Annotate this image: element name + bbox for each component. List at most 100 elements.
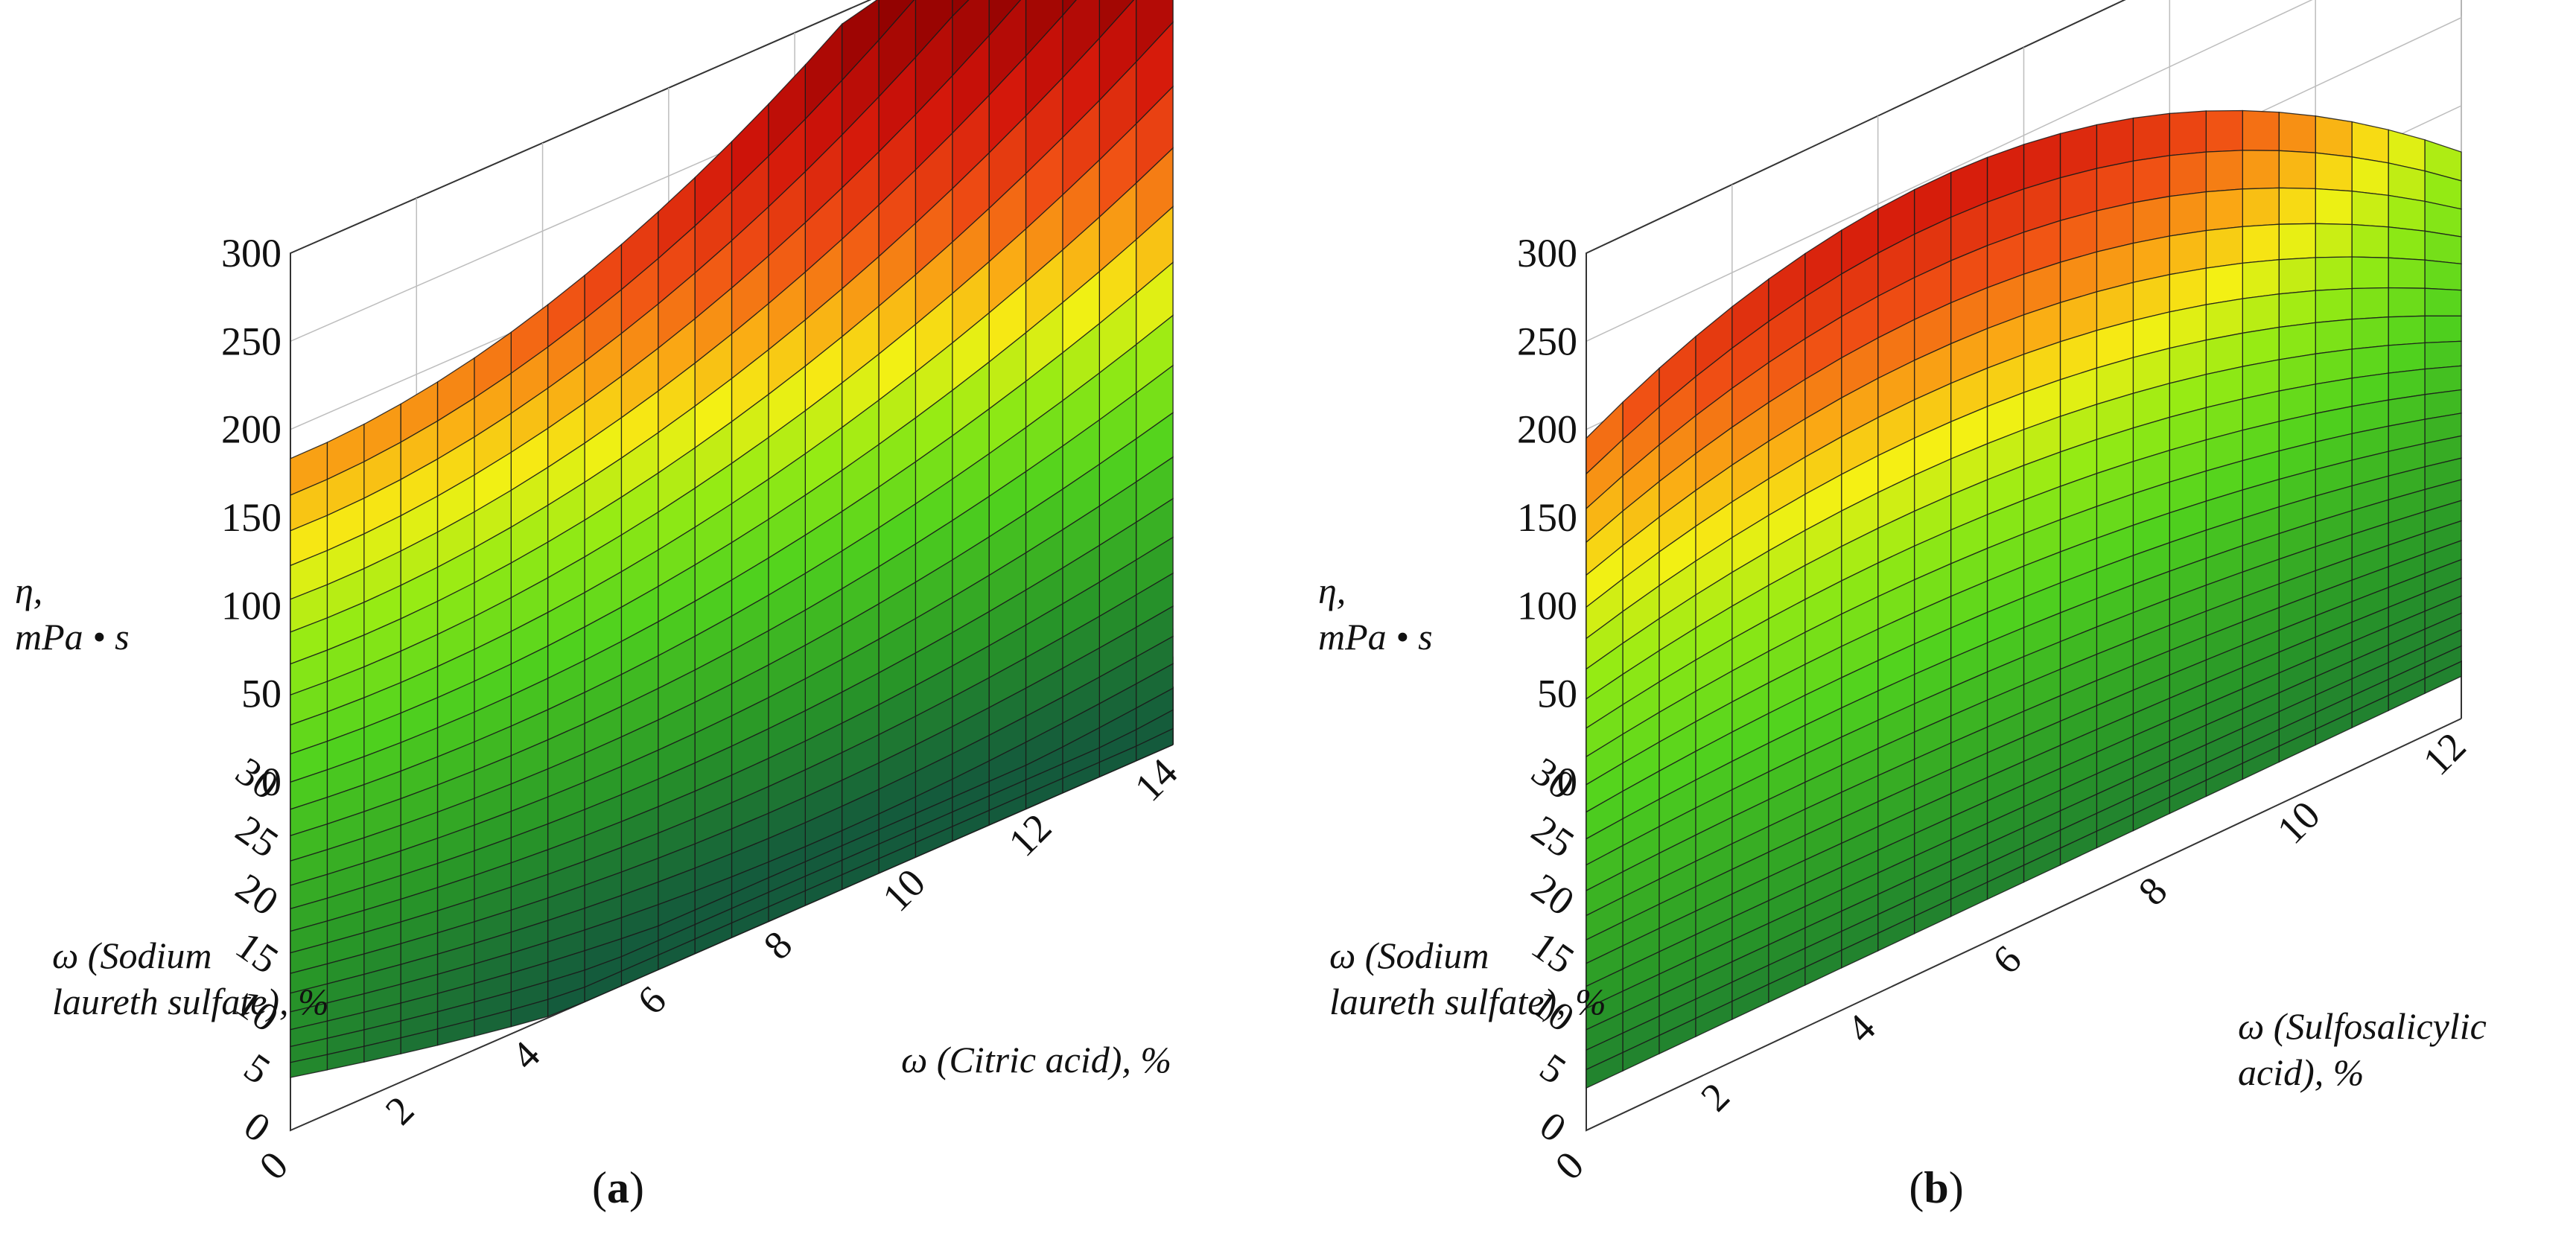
surface-cell [2351,223,2389,258]
surface-cell [2315,318,2353,354]
y-tick-label: 20 [1524,865,1583,924]
surface-cell [2388,257,2426,289]
caption-letter: b [1924,1163,1948,1212]
surface-cell [2132,112,2170,162]
z-axis-label-line2: mPa • s [1318,616,1433,658]
surface-cell [2315,188,2353,226]
y-tick-label: 15 [1524,923,1583,982]
surface-cell [2351,287,2389,320]
x-tick-label: 6 [1984,937,2030,983]
surface-cell [2169,151,2207,197]
surface-cell [2278,187,2316,225]
x-tick-label: 2 [377,1088,423,1134]
surface-cell [2424,259,2462,291]
surface-cell [2278,257,2316,295]
surface-cell [2351,316,2389,350]
surface-cell [2169,110,2207,156]
y-axis-label-line2: laureth sulfate), % [1329,981,1606,1022]
z-tick-label: 250 [221,319,282,363]
x-tick-label: 0 [251,1143,297,1189]
z-tick-labels: 300 250 200 150 100 50 0 [1517,231,1577,804]
y-axis-label-line2: laureth sulfate), % [52,981,329,1022]
y-tick-label: 15 [228,923,287,982]
surface-cell [2132,155,2170,203]
chart-panel-a: 3002502001501005003025201510500246810121… [15,0,1186,1212]
x-axis-label: ω (Sulfosalicylic acid), % [2238,1005,2487,1093]
surface [290,0,1174,1078]
surface-cell [2388,226,2426,261]
z-axis-label: η, mPa • s [1318,570,1433,658]
surface-cell [2315,223,2353,258]
x-tick-label: 6 [629,978,675,1024]
y-axis-label-line1: ω (Sodium [52,935,212,976]
z-tick-label: 0 [1557,760,1577,804]
z-tick-label: 100 [221,583,282,628]
y-axis-label: ω (Sodium laureth sulfate), % [1329,935,1606,1022]
surface-cell [2424,315,2462,344]
surface-cell [2242,150,2280,190]
surface-cell [2351,190,2389,228]
y-tick-label: 0 [236,1103,279,1151]
caption-paren-close: ) [629,1163,644,1212]
surface-cell [2315,287,2353,324]
surface-cell [1586,1051,1623,1089]
surface-cell [2315,152,2353,192]
caption-paren-close: ) [1949,1163,1964,1212]
surface-cell [2096,160,2134,211]
x-axis-label: ω (Citric acid), % [901,1039,1171,1080]
surface-cell [2278,290,2316,328]
y-tick-label: 20 [228,865,287,924]
z-tick-label: 150 [221,495,282,540]
surface-cell [2242,187,2280,227]
panel-caption: (b) [1909,1163,1963,1212]
surface-cell [2424,287,2462,317]
x-axis-label-line2: acid), % [2238,1051,2364,1093]
chart-panel-b: 300250200150100500302520151050024681012η… [1318,0,2487,1212]
z-tick-label: 150 [1517,495,1577,540]
z-axis-label: η, mPa • s [15,570,130,658]
z-tick-label: 300 [221,231,282,276]
surface-cell [2242,258,2280,299]
y-tick-label: 25 [228,806,287,866]
surface-cell [2388,194,2426,232]
caption-letter: a [607,1163,629,1212]
surface-cell [2278,111,2316,153]
surface-cell [2205,188,2243,232]
z-axis-label-line2: mPa • s [15,616,130,658]
surface-cell [2242,223,2280,264]
surface-cell [2278,150,2316,190]
surface-cell [2424,340,2462,370]
z-tick-label: 200 [221,407,282,452]
x-tick-label: 10 [2268,792,2329,853]
surface-cell [2388,287,2426,318]
z-tick-label: 100 [1517,583,1577,628]
surface-cell [2388,315,2426,346]
surface-cell [2315,256,2353,291]
surface-cell [2278,223,2316,261]
surface [1586,109,2462,1089]
panel-caption: (a) [592,1163,644,1212]
x-tick-label: 12 [2414,724,2475,784]
y-tick-label: 5 [1532,1045,1574,1093]
z-axis-label-line1: η, [15,570,42,611]
x-tick-label: 8 [755,923,801,969]
surface-cell [2205,109,2243,153]
y-axis-label: ω (Sodium laureth sulfate), % [52,935,329,1022]
z-axis-label-line1: η, [1318,570,1346,611]
y-axis-label-line1: ω (Sodium [1329,935,1489,976]
surface-cell [2169,229,2207,276]
surface-cell [290,1054,328,1078]
z-tick-label: 50 [1537,672,1577,716]
surface-cell [2205,262,2243,305]
x-tick-label: 4 [1838,1005,1884,1051]
caption-paren-open: ( [1909,1163,1924,1212]
z-tick-labels: 300 250 200 150 100 50 0 [221,231,282,804]
surface-cell [2205,226,2243,269]
z-tick-label: 250 [1517,319,1577,363]
x-tick-label: 0 [1547,1143,1593,1189]
x-tick-label: 8 [2130,868,2176,914]
z-tick-label: 200 [1517,407,1577,452]
surface-cell [2205,150,2243,193]
